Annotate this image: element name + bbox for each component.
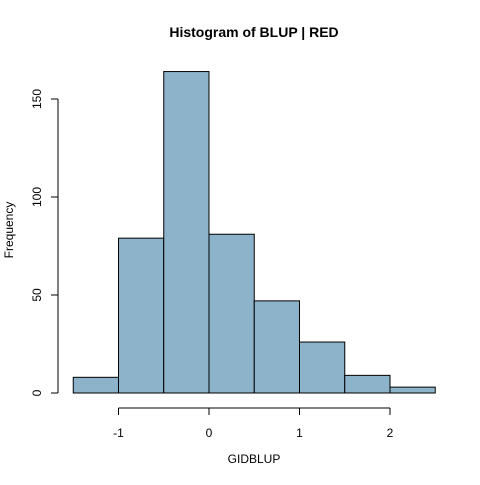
histogram-bar xyxy=(72,376,119,394)
y-tick-label: 0 xyxy=(30,389,44,396)
y-tick-label: 50 xyxy=(30,288,44,302)
x-tick-label: 1 xyxy=(296,426,303,440)
histogram-bar xyxy=(344,374,391,394)
y-axis: 0 50 100 150 xyxy=(30,89,59,396)
histogram-bar xyxy=(389,386,436,394)
y-axis-label: Frequency xyxy=(2,202,16,259)
x-axis: -1 0 1 2 xyxy=(113,407,394,440)
x-tick-label: 0 xyxy=(206,426,213,440)
histogram-bar xyxy=(118,237,165,394)
x-tick-label: 2 xyxy=(387,426,394,440)
bars-group xyxy=(72,71,436,394)
histogram-bar xyxy=(299,341,346,394)
histogram-bar xyxy=(253,300,300,394)
chart-title: Histogram of BLUP | RED xyxy=(169,24,338,40)
histogram-bar xyxy=(163,71,210,394)
histogram-bar xyxy=(208,233,255,394)
y-tick-label: 100 xyxy=(30,187,44,207)
y-tick-label: 150 xyxy=(30,89,44,109)
x-tick-label: -1 xyxy=(113,426,124,440)
x-axis-label: GIDBLUP xyxy=(228,452,281,466)
